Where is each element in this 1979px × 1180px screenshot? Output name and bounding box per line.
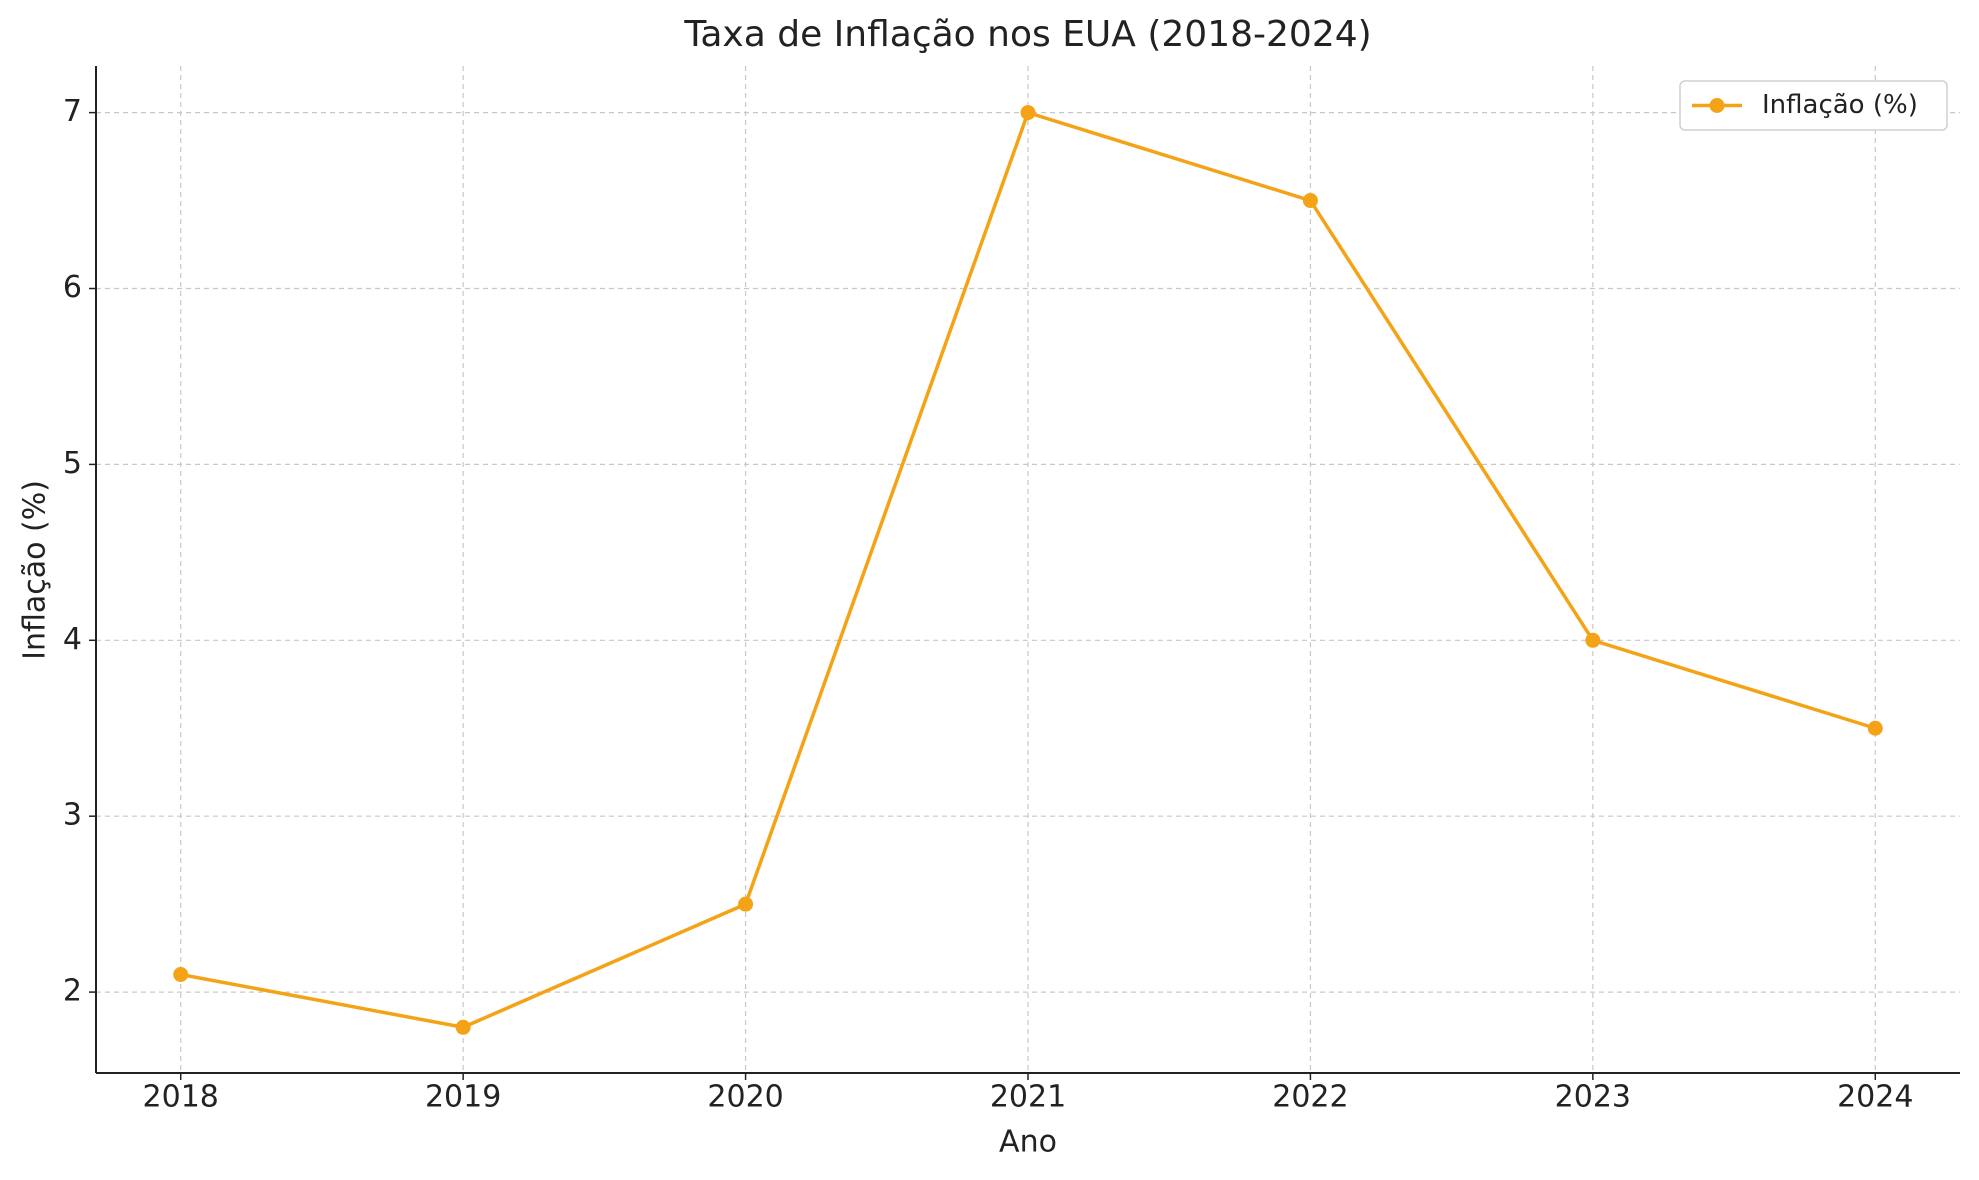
point xyxy=(1585,632,1601,648)
point xyxy=(455,1019,471,1035)
x-tick-label: 2024 xyxy=(1837,1080,1913,1115)
x-tick-label: 2020 xyxy=(707,1080,783,1115)
y-tick-label: 3 xyxy=(63,798,82,833)
x-tick-label: 2023 xyxy=(1555,1080,1631,1115)
point xyxy=(1302,193,1318,209)
x-tick-label: 2021 xyxy=(990,1080,1066,1115)
y-tick-label: 4 xyxy=(63,622,82,657)
point xyxy=(1020,105,1036,121)
x-tick-label: 2019 xyxy=(425,1080,501,1115)
legend-marker xyxy=(1709,98,1725,113)
x-tick-label: 2022 xyxy=(1272,1080,1348,1115)
y-tick-label: 5 xyxy=(63,446,82,481)
y-tick-label: 6 xyxy=(63,270,82,305)
point xyxy=(173,966,189,982)
x-tick-label: 2018 xyxy=(143,1080,219,1115)
y-tick-label: 7 xyxy=(63,94,82,129)
legend-label: Inflação (%) xyxy=(1762,90,1918,120)
legend-box xyxy=(1679,80,1948,131)
y-axis-label: Inflação (%) xyxy=(18,480,53,660)
x-axis-label: Ano xyxy=(999,1125,1057,1160)
point xyxy=(1867,720,1883,736)
chart-title: Taxa de Inflação nos EUA (2018-2024) xyxy=(683,14,1371,55)
point xyxy=(738,896,754,912)
y-tick-label: 2 xyxy=(63,974,82,1009)
